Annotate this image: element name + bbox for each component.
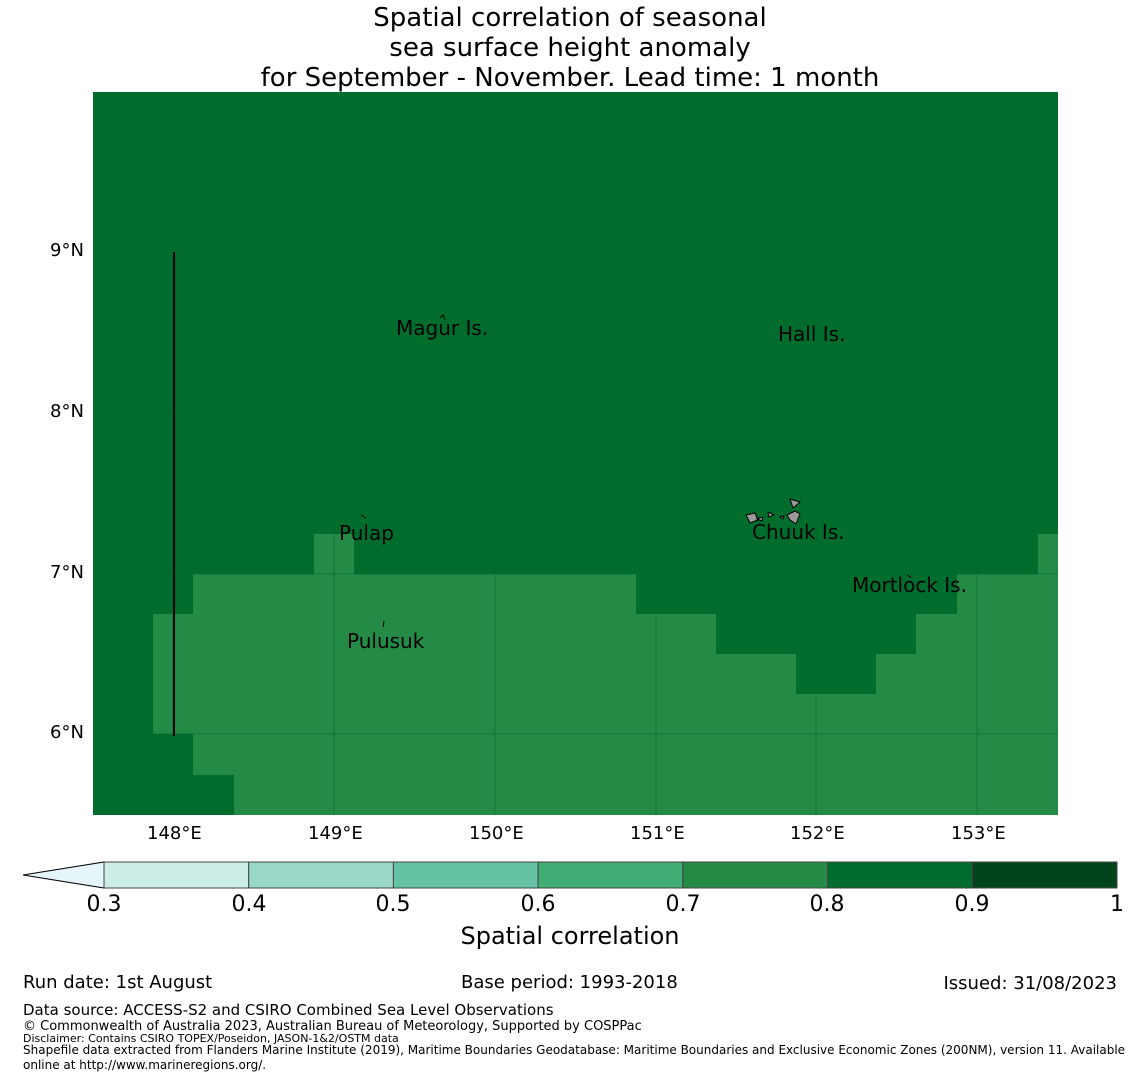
lon-tick-150e: 150°E	[469, 823, 524, 844]
shapefile-credit-line-2: online at http://www.marineregions.org/.	[23, 1058, 267, 1072]
cb-tick-0-4: 0.4	[231, 892, 267, 917]
colorbar-segment-2	[248, 861, 394, 889]
title-line-3: for September - November. Lead time: 1 m…	[260, 63, 880, 93]
base-period: Base period: 1993-2018	[461, 972, 678, 993]
colorbar-label: Spatial correlation	[460, 922, 680, 950]
label-magur-is: Magur Is.	[396, 316, 489, 340]
copyright: © Commonwealth of Australia 2023, Austra…	[23, 1019, 642, 1034]
chuuk-islands-shape	[745, 498, 802, 525]
label-hall-is: Hall Is.	[778, 322, 846, 346]
small-atoll-marks	[360, 314, 913, 628]
label-pulusuk: Pulusuk	[347, 629, 425, 653]
lon-tick-149e: 149°E	[308, 823, 363, 844]
colorbar	[22, 861, 1118, 889]
label-mortlock-is: Mortlock Is.	[852, 573, 967, 597]
cb-tick-0-7: 0.7	[665, 892, 701, 917]
lat-tick-6n: 6°N	[50, 722, 84, 743]
lon-tick-152e: 152°E	[790, 823, 845, 844]
title-line-2: sea surface height anomaly	[389, 33, 751, 63]
cb-tick-0-6: 0.6	[520, 892, 556, 917]
cb-tick-1: 1	[1110, 892, 1124, 917]
cb-tick-0-9: 0.9	[954, 892, 990, 917]
label-chuuk-is: Chuuk Is.	[752, 520, 845, 544]
cb-tick-0-8: 0.8	[809, 892, 845, 917]
disclaimer: Disclaimer: Contains CSIRO TOPEX/Poseido…	[23, 1032, 399, 1045]
cb-tick-0-5: 0.5	[375, 892, 411, 917]
colorbar-segment-4	[537, 861, 684, 889]
lat-tick-8n: 8°N	[50, 401, 84, 422]
colorbar-segment-7	[971, 861, 1118, 889]
colorbar-extension-arrow	[22, 861, 105, 889]
lat-tick-9n: 9°N	[50, 240, 84, 261]
lon-tick-153e: 153°E	[951, 823, 1006, 844]
label-pulap: Pulap	[339, 521, 394, 545]
colorbar-segment-1	[103, 861, 250, 889]
shapefile-credit-line-1: Shapefile data extracted from Flanders M…	[23, 1043, 1126, 1057]
cb-tick-0-3: 0.3	[86, 892, 122, 917]
colorbar-segment-5	[682, 861, 829, 889]
map-frame	[93, 92, 1058, 815]
title-line-1: Spatial correlation of seasonal	[373, 3, 767, 33]
colorbar-segment-3	[392, 861, 539, 889]
region-mid-correlation	[153, 534, 1058, 815]
colorbar-segment-6	[827, 861, 973, 889]
issued-date: Issued: 31/08/2023	[943, 973, 1117, 994]
lon-tick-148e: 148°E	[147, 823, 202, 844]
colorbar-segments	[103, 861, 1118, 889]
data-source: Data source: ACCESS-S2 and CSIRO Combine…	[23, 1001, 554, 1019]
run-date: Run date: 1st August	[23, 972, 213, 993]
lat-tick-7n: 7°N	[50, 562, 84, 583]
lon-tick-151e: 151°E	[630, 823, 685, 844]
